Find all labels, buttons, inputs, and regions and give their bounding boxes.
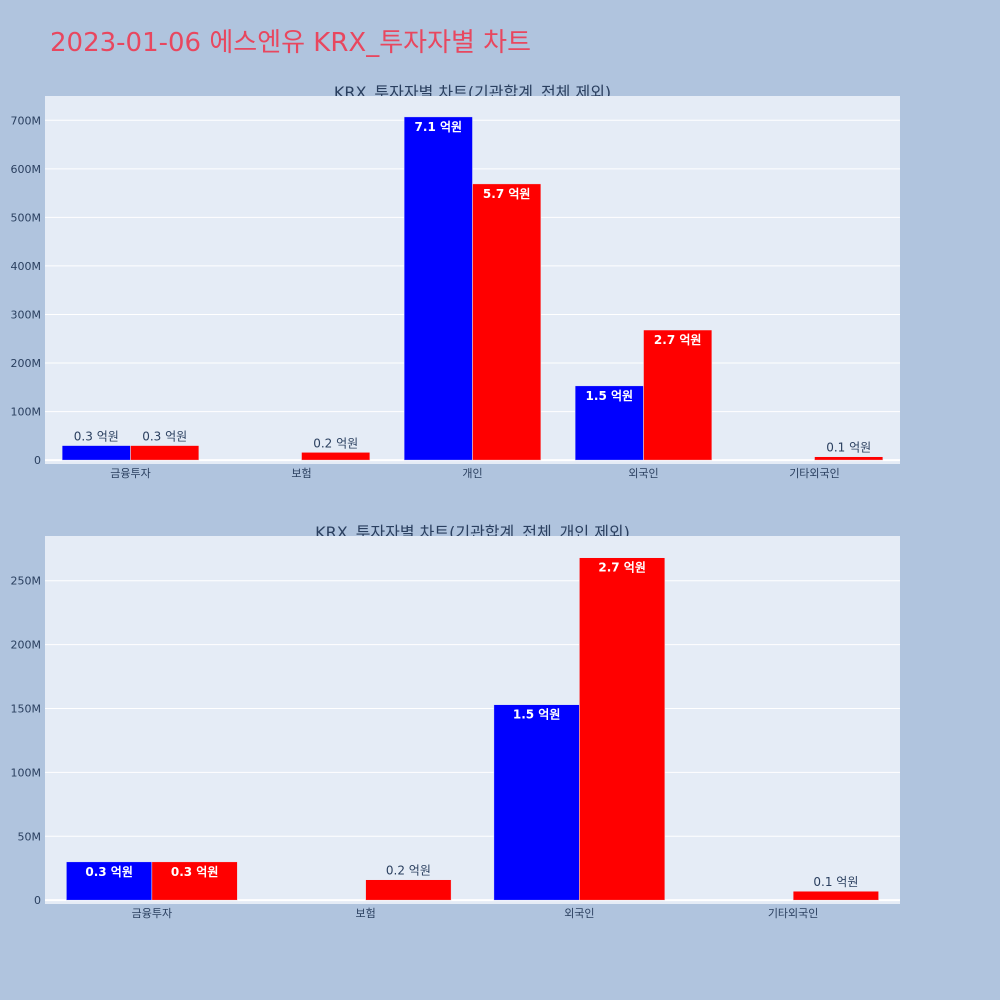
plot-area-2 xyxy=(45,536,900,904)
x-tick-label: 외국인 xyxy=(628,467,658,480)
page-title: 2023-01-06 에스엔유 KRX_투자자별 차트 xyxy=(50,28,532,58)
y-tick-label: 700M xyxy=(11,114,42,127)
bar-data-label: 1.5 억원 xyxy=(513,708,561,722)
x-tick-label: 보험 xyxy=(356,907,376,920)
y-tick-label: 100M xyxy=(11,766,42,779)
bar-data-label: 1.5 억원 xyxy=(586,389,634,403)
y-tick-label: 300M xyxy=(11,308,42,321)
bar xyxy=(814,456,884,461)
y-tick-label: 500M xyxy=(11,211,42,224)
bar xyxy=(792,890,879,901)
bar xyxy=(61,445,131,461)
x-tick-label: 외국인 xyxy=(564,907,594,920)
y-tick-label: 400M xyxy=(11,260,42,273)
bar xyxy=(66,861,153,901)
x-tick-label: 개인 xyxy=(462,467,482,480)
bar-data-label: 5.7 억원 xyxy=(483,187,531,201)
x-tick-label: 기타외국인 xyxy=(789,467,840,480)
y-tick-label: 50M xyxy=(18,830,42,843)
x-tick-label: 금융투자 xyxy=(132,907,172,920)
bar-data-label: 0.3 억원 xyxy=(74,430,119,444)
bar-data-label: 0.1 억원 xyxy=(826,441,871,455)
bar-data-label: 7.1 억원 xyxy=(415,120,463,134)
x-tick-label: 금융투자 xyxy=(110,467,150,480)
y-tick-label: 200M xyxy=(11,357,42,370)
y-tick-label: 0 xyxy=(34,894,41,907)
bar xyxy=(574,385,644,461)
bar-data-label: 0.3 억원 xyxy=(142,430,187,444)
y-tick-label: 0 xyxy=(34,454,41,467)
bar-data-label: 2.7 억원 xyxy=(598,561,646,575)
bar xyxy=(130,445,200,461)
y-tick-label: 250M xyxy=(11,575,42,588)
bar-data-label: 0.2 억원 xyxy=(386,864,431,878)
bar-data-label: 0.3 억원 xyxy=(85,865,133,879)
bar-data-label: 2.7 억원 xyxy=(654,333,702,347)
bar xyxy=(579,557,666,901)
bar-data-label: 0.3 억원 xyxy=(171,865,219,879)
x-tick-label: 보험 xyxy=(291,467,311,480)
bar xyxy=(493,704,580,901)
y-tick-label: 150M xyxy=(11,703,42,716)
y-tick-label: 100M xyxy=(11,406,42,419)
bar-data-label: 0.1 억원 xyxy=(813,875,858,889)
bar xyxy=(151,861,238,901)
y-tick-label: 600M xyxy=(11,163,42,176)
bar xyxy=(472,183,542,461)
bar-data-label: 0.2 억원 xyxy=(313,436,358,450)
bar xyxy=(643,329,713,461)
bar xyxy=(365,879,452,901)
bar xyxy=(403,116,473,461)
bar xyxy=(301,452,371,461)
y-tick-label: 200M xyxy=(11,639,42,652)
x-tick-label: 기타외국인 xyxy=(768,907,819,920)
